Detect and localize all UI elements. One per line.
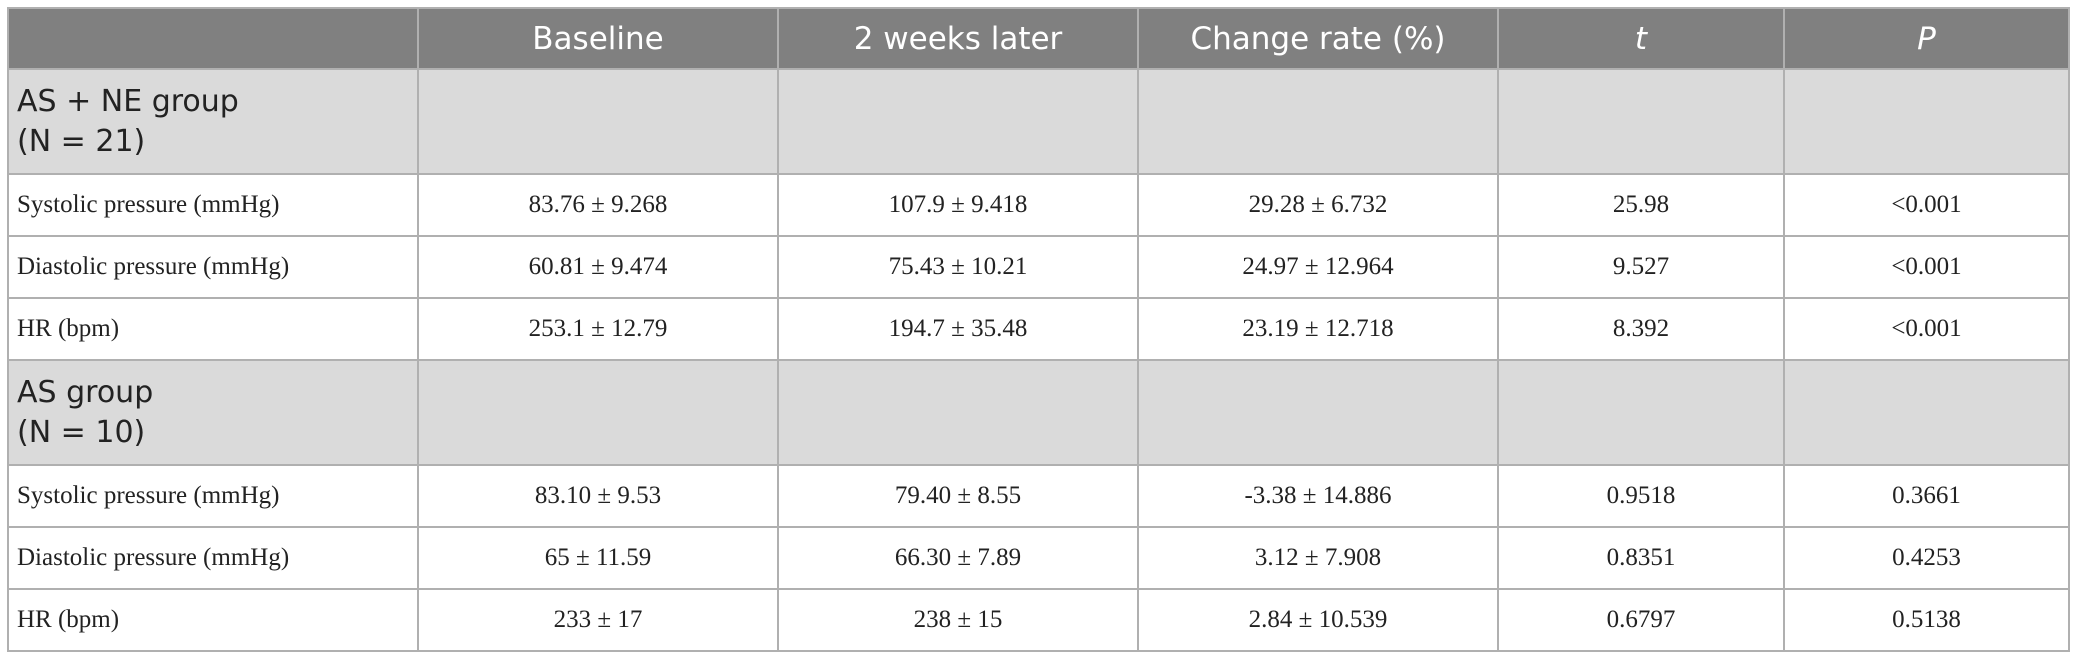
- row-label: Systolic pressure (mmHg): [7, 464, 419, 528]
- group-title: AS group: [17, 374, 154, 410]
- row-label: Diastolic pressure (mmHg): [7, 526, 419, 590]
- row-label: Systolic pressure (mmHg): [7, 173, 419, 237]
- cell: 2.84 ± 10.539: [1137, 588, 1499, 652]
- group-n: (N = 21): [17, 123, 146, 159]
- empty-cell: [777, 68, 1139, 175]
- cell: 83.76 ± 9.268: [417, 173, 779, 237]
- data-table: Baseline 2 weeks later Change rate (%) t P A…: [7, 7, 2070, 652]
- empty-cell: [417, 68, 779, 175]
- group-row: AS group (N = 10): [7, 359, 2070, 466]
- row-label: HR (bpm): [7, 297, 419, 361]
- cell: 8.392: [1497, 297, 1785, 361]
- cell: 238 ± 15: [777, 588, 1139, 652]
- cell: 194.7 ± 35.48: [777, 297, 1139, 361]
- group-n: (N = 10): [17, 414, 146, 450]
- column-header: 2 weeks later: [777, 7, 1139, 70]
- column-header: Baseline: [417, 7, 779, 70]
- cell: 0.6797: [1497, 588, 1785, 652]
- cell: -3.38 ± 14.886: [1137, 464, 1499, 528]
- cell: 0.4253: [1783, 526, 2070, 590]
- cell: 0.8351: [1497, 526, 1785, 590]
- cell: <0.001: [1783, 173, 2070, 237]
- cell: <0.001: [1783, 297, 2070, 361]
- cell: 24.97 ± 12.964: [1137, 235, 1499, 299]
- column-header: t: [1497, 7, 1785, 70]
- empty-cell: [1497, 359, 1785, 466]
- row-label: HR (bpm): [7, 588, 419, 652]
- empty-cell: [777, 359, 1139, 466]
- cell: 9.527: [1497, 235, 1785, 299]
- group-row: AS + NE group (N = 21): [7, 68, 2070, 175]
- cell: 79.40 ± 8.55: [777, 464, 1139, 528]
- group-label: AS group (N = 10): [7, 359, 419, 466]
- data-row: Diastolic pressure (mmHg) 60.81 ± 9.474 75…: [7, 235, 2070, 299]
- cell: 0.9518: [1497, 464, 1785, 528]
- cell: 83.10 ± 9.53: [417, 464, 779, 528]
- data-row: HR (bpm) 233 ± 17 238 ± 15 2.84 ± 10.539 0.6…: [7, 588, 2070, 652]
- empty-cell: [1783, 68, 2070, 175]
- column-header: P: [1783, 7, 2070, 70]
- data-row: Systolic pressure (mmHg) 83.10 ± 9.53 79.4…: [7, 464, 2070, 528]
- data-row: HR (bpm) 253.1 ± 12.79 194.7 ± 35.48 23.19 …: [7, 297, 2070, 361]
- empty-cell: [1497, 68, 1785, 175]
- header-row: Baseline 2 weeks later Change rate (%) t P: [7, 7, 2070, 70]
- group-label: AS + NE group (N = 21): [7, 68, 419, 175]
- empty-cell: [1137, 359, 1499, 466]
- cell: <0.001: [1783, 235, 2070, 299]
- cell: 233 ± 17: [417, 588, 779, 652]
- cell: 66.30 ± 7.89: [777, 526, 1139, 590]
- cell: 107.9 ± 9.418: [777, 173, 1139, 237]
- column-header: Change rate (%): [1137, 7, 1499, 70]
- cell: 25.98: [1497, 173, 1785, 237]
- data-row: Systolic pressure (mmHg) 83.76 ± 9.268 107…: [7, 173, 2070, 237]
- group-title: AS + NE group: [17, 83, 239, 119]
- cell: 3.12 ± 7.908: [1137, 526, 1499, 590]
- empty-cell: [417, 359, 779, 466]
- cell: 75.43 ± 10.21: [777, 235, 1139, 299]
- cell: 65 ± 11.59: [417, 526, 779, 590]
- empty-cell: [1137, 68, 1499, 175]
- cell: 0.5138: [1783, 588, 2070, 652]
- cell: 60.81 ± 9.474: [417, 235, 779, 299]
- header-cell: [7, 7, 419, 70]
- cell: 23.19 ± 12.718: [1137, 297, 1499, 361]
- cell: 0.3661: [1783, 464, 2070, 528]
- data-row: Diastolic pressure (mmHg) 65 ± 11.59 66.30…: [7, 526, 2070, 590]
- row-label: Diastolic pressure (mmHg): [7, 235, 419, 299]
- empty-cell: [1783, 359, 2070, 466]
- cell: 253.1 ± 12.79: [417, 297, 779, 361]
- cell: 29.28 ± 6.732: [1137, 173, 1499, 237]
